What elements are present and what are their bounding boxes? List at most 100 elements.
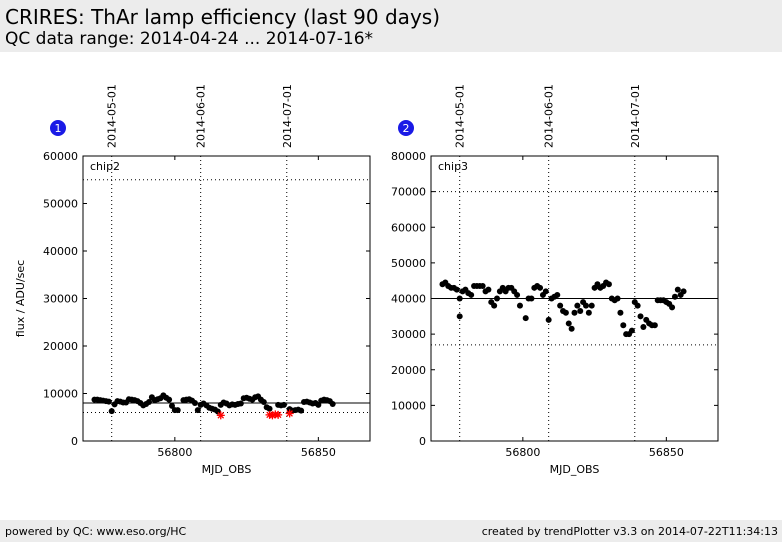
footer-created-by: created by trendPlotter v3.3 on 2014-07-… [481,525,778,538]
chart1-data-point [194,407,201,414]
chart2-data-point [574,302,581,309]
chart2-y-tick-label: 40000 [391,293,426,306]
chart2-data-point [637,313,644,320]
chart1-y-tick-label: 20000 [43,340,78,353]
chart2-data-point [651,322,658,329]
chart2-data-point [588,302,595,309]
footer-bar: powered by QC: www.eso.org/HC created by… [0,520,782,542]
page-subtitle: QC data range: 2014-04-24 ... 2014-07-16… [5,29,374,49]
chart2-date-marker-label: 2014-06-01 [543,84,556,148]
chart1-panel: 2014-05-01 2014-06-01 2014-07-01 0 10000 2000… [14,84,371,476]
chart2-data-point [568,325,575,332]
chart1-data-point-flagged [274,410,283,419]
chart2-data-point [557,302,564,309]
chart2-data-point [542,288,549,295]
chart1-data-point [214,408,221,415]
chart1-y-tick-label: 30000 [43,293,78,306]
chart2-y-tick-label: 0 [419,435,426,448]
chart1-badge-number: 1 [55,122,62,135]
chart1-y-tick-label: 0 [71,435,78,448]
chart2-data-point [605,281,612,288]
chart1-data-point [146,399,153,406]
chart1-x-axis-label: MJD_OBS [202,463,252,476]
chart2-data-point [577,307,584,314]
header-bar: CRIRES: ThAr lamp efficiency (last 90 da… [0,0,782,52]
chart1-data-point [280,401,287,408]
chart2-data-point [456,313,463,320]
chart1-data-point [166,396,173,403]
page-title: CRIRES: ThAr lamp efficiency (last 90 da… [5,5,440,29]
chart2-data-point [628,327,635,334]
chart1-data-point [298,407,305,414]
chart2-data-point [620,322,627,329]
chart1-data-point [108,408,115,415]
chart1-date-marker-label: 2014-05-01 [106,84,119,148]
chart2-data-point [522,315,529,322]
chart2-data-point [468,291,475,298]
chart2-data-point [671,293,678,300]
chart2-badge-number: 2 [403,122,410,135]
chart2-data-point [565,320,572,327]
chart2-data-point [528,295,535,302]
chart2-x-tick-label: 56850 [649,446,684,459]
chart2-data-point [669,304,676,311]
chart1-y-tick-label: 40000 [43,245,78,258]
chart2-y-tick-label: 10000 [391,399,426,412]
chart2-y-tick-label: 80000 [391,150,426,163]
chart2-data-point [545,316,552,323]
chart1-data-point [260,399,267,406]
chart1-y-tick-label: 50000 [43,198,78,211]
chart2-panel-label: chip3 [438,160,468,173]
chart2-data-point [485,286,492,293]
chart2-data-point [634,302,641,309]
chart2-data-point [614,295,621,302]
chart2-data-point [494,295,501,302]
chart1-data-point [191,400,198,406]
chart2-data-point [680,288,687,295]
chart1-data-point [315,401,322,408]
chart2-data-point [554,291,561,298]
chart1-data-point [105,398,112,405]
chart2-data-point [479,283,486,290]
chart1-x-tick-label: 56850 [301,446,336,459]
chart2-badge-circle [398,120,414,136]
chart2-date-marker-label: 2014-07-01 [629,84,642,148]
chart2-y-tick-label: 50000 [391,257,426,270]
chart1-y-axis-label: flux / ADU/sec [14,260,27,337]
chart2-data-point [562,309,569,316]
chart1-data-point [329,400,336,407]
chart1-x-tick-label: 56800 [157,446,192,459]
chart1-data-point [237,400,244,407]
chart2-y-tick-label: 30000 [391,328,426,341]
chart1-date-marker-label: 2014-07-01 [281,84,294,148]
chart2-data-point [537,284,544,291]
chart2-y-tick-label: 70000 [391,186,426,199]
chart2-data-point [571,309,578,316]
chart2-y-tick-label: 60000 [391,221,426,234]
chart2-data-point [582,302,589,309]
chart1-data-point-flagged [285,409,294,418]
chart2-y-tick-label: 20000 [391,364,426,377]
chart1-date-marker-label: 2014-06-01 [195,84,208,148]
chart2-data-point [640,324,647,330]
chart1-data-point-flagged [216,411,225,420]
chart1-panel-label: chip2 [90,160,120,173]
chart2-data-point [453,286,460,293]
chart2-data-point [491,302,498,309]
chart2-data-point [456,295,463,302]
chart2-data-point [514,291,521,298]
chart1-data-point [174,407,181,414]
chart1-y-tick-label: 10000 [43,388,78,401]
chart2-data-point [585,309,592,316]
chart2-data-point [617,309,624,316]
chart2-x-tick-label: 56800 [505,446,540,459]
chart2-data-point [516,302,523,309]
footer-powered-by: powered by QC: www.eso.org/HC [5,525,187,538]
chart1-data-point [266,405,273,412]
chart1-data-point [168,402,175,409]
chart1-badge-circle [50,120,66,136]
chart2-panel: 2014-05-01 2014-06-01 2014-07-01 0 10000 2000… [391,84,719,476]
chart1-y-tick-label: 60000 [43,150,78,163]
chart2-data-point [674,286,681,293]
